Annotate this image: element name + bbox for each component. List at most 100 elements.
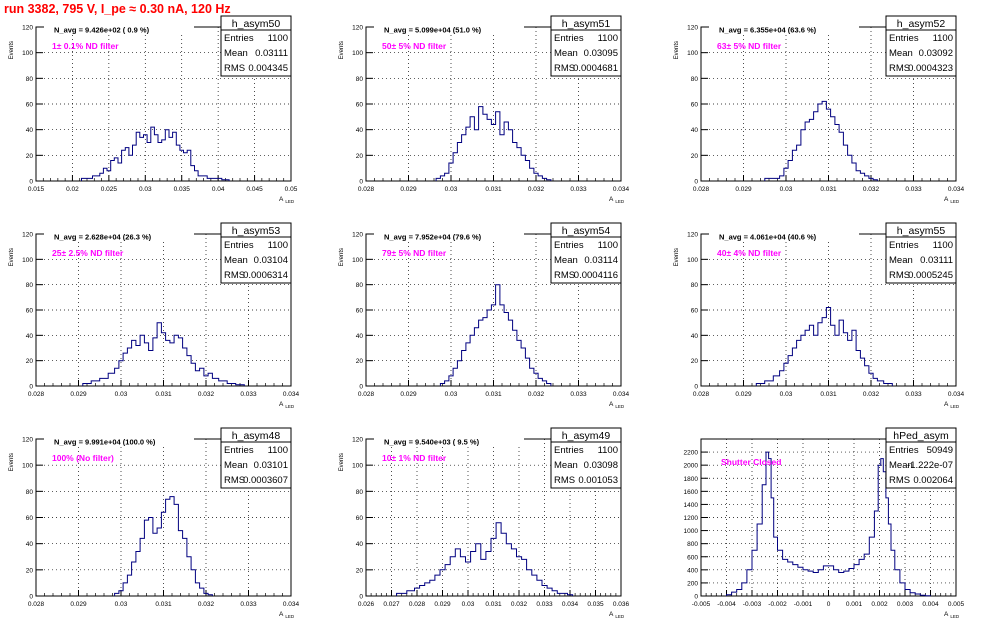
n-avg-label: N_avg = 4.061e+04 (40.6 %) xyxy=(719,233,817,242)
y-tick-label: 120 xyxy=(352,232,363,239)
histogram-name: h_asym48 xyxy=(232,430,281,442)
stats-label: Entries xyxy=(889,240,919,251)
stats-value: 1100 xyxy=(268,445,288,456)
x-axis-label: A LED xyxy=(944,401,960,409)
x-tick-label: 0.029 xyxy=(400,186,417,193)
stats-label: RMS xyxy=(554,270,575,281)
y-tick-label: 120 xyxy=(687,232,698,239)
x-tick-label: 0.029 xyxy=(735,391,752,398)
stats-box xyxy=(885,441,957,489)
x-tick-label: 0.034 xyxy=(613,186,630,193)
x-tick-label: 0.029 xyxy=(70,391,87,398)
y-tick-label: 20 xyxy=(691,153,699,160)
stats-value: 0.0004116 xyxy=(574,270,618,281)
histogram-panel-h_asym49: 0.026 0.027 0.028 0.029 0.03 0.031 0.032 0.033 0… xyxy=(339,427,630,619)
stats-label: RMS xyxy=(224,475,245,486)
stats-value: 0.03111 xyxy=(920,255,953,266)
n-avg-box xyxy=(44,231,194,242)
x-tick-label: 0.028 xyxy=(28,391,45,398)
filter-label: 100% (No filter) xyxy=(52,453,114,463)
n-avg-label: N_avg = 9.426e+02 ( 0.9 %) xyxy=(54,26,150,35)
stats-label: Entries xyxy=(889,445,919,456)
n-avg-box xyxy=(44,24,194,35)
stats-label: RMS xyxy=(889,475,910,486)
y-tick-label: 2000 xyxy=(684,463,699,470)
x-tick-label: 0.033 xyxy=(536,601,553,608)
x-tick-label: 0.02 xyxy=(66,186,79,193)
y-tick-label: 0 xyxy=(359,179,363,186)
x-tick-label: 0.032 xyxy=(863,186,880,193)
histogram-series xyxy=(114,496,213,596)
stats-value: 0.03092 xyxy=(919,48,953,59)
y-tick-label: 20 xyxy=(356,358,364,365)
x-tick-label: 0.034 xyxy=(613,391,630,398)
histogram-panel-h_asym52: 0.028 0.029 0.03 0.031 0.032 0.033 0.034 0 20 40 6… xyxy=(674,15,965,204)
histogram-series xyxy=(755,307,893,386)
stats-label: Mean xyxy=(554,48,578,59)
x-tick-label: 0.034 xyxy=(283,391,300,398)
x-tick-label: 0.034 xyxy=(948,186,965,193)
x-tick-label: -0.003 xyxy=(743,601,762,608)
stats-value: -1.222e-07 xyxy=(907,460,953,471)
x-tick-label: 0.026 xyxy=(358,601,375,608)
x-tick-label: 0.031 xyxy=(485,186,502,193)
stats-label: RMS xyxy=(889,63,910,74)
y-tick-label: 120 xyxy=(22,25,33,32)
x-tick-label: 0.032 xyxy=(198,391,215,398)
stats-label: Entries xyxy=(224,33,254,44)
x-tick-label: 0.033 xyxy=(905,186,922,193)
stats-box xyxy=(220,441,292,489)
y-axis-label: Events xyxy=(339,453,345,471)
y-tick-label: 80 xyxy=(691,282,699,289)
x-tick-label: 0.001 xyxy=(846,601,863,608)
y-tick-label: 20 xyxy=(26,153,34,160)
histogram-panel-h_asym48: 0.028 0.029 0.03 0.031 0.032 0.033 0.034 0 20 40 6… xyxy=(9,427,300,619)
histogram-panel-h_asym50: 0.015 0.02 0.025 0.03 0.035 0.04 0.045 0.05 0 20 4… xyxy=(9,15,298,204)
x-tick-label: 0.034 xyxy=(283,601,300,608)
x-tick-label: -0.004 xyxy=(717,601,736,608)
x-tick-label: 0.032 xyxy=(863,391,880,398)
stats-value: 1100 xyxy=(268,240,288,251)
stats-label: Entries xyxy=(224,445,254,456)
y-tick-label: 40 xyxy=(691,127,699,134)
x-tick-label: -0.001 xyxy=(794,601,813,608)
stats-label: Entries xyxy=(554,445,584,456)
n-avg-label: N_avg = 9.991e+04 (100.0 %) xyxy=(54,438,156,447)
x-axis-label: A LED xyxy=(944,196,960,204)
stats-label: Entries xyxy=(889,33,919,44)
x-axis-label: A LED xyxy=(279,611,295,619)
y-tick-label: 80 xyxy=(26,282,34,289)
y-tick-label: 2200 xyxy=(684,450,699,457)
x-tick-label: 0.036 xyxy=(613,601,630,608)
n-avg-box xyxy=(709,24,859,35)
x-tick-label: 0.031 xyxy=(485,391,502,398)
stats-label: RMS xyxy=(554,63,575,74)
y-tick-label: 0 xyxy=(359,384,363,391)
x-axis-label: A LED xyxy=(944,611,960,619)
n-avg-box xyxy=(44,436,194,447)
stats-label: RMS xyxy=(554,475,575,486)
x-tick-label: 0.028 xyxy=(693,186,710,193)
stats-value: 0.03101 xyxy=(254,460,288,471)
y-tick-label: 0 xyxy=(29,384,33,391)
x-tick-label: 0.029 xyxy=(400,391,417,398)
y-tick-label: 0 xyxy=(29,179,33,186)
x-tick-label: 0.032 xyxy=(198,601,215,608)
y-tick-label: 1200 xyxy=(684,515,699,522)
x-tick-label: 0.03 xyxy=(780,186,793,193)
y-tick-label: 0 xyxy=(694,179,698,186)
y-tick-label: 20 xyxy=(26,358,34,365)
filter-label: 1± 0.1% ND filter xyxy=(52,41,119,51)
stats-value: 0.0003607 xyxy=(243,475,288,486)
filter-label: 25± 2.5% ND filter xyxy=(52,248,124,258)
histogram-panel-h_asym54: 0.028 0.029 0.03 0.031 0.032 0.033 0.034 0 20 40 6… xyxy=(339,222,630,409)
x-tick-label: 0.033 xyxy=(570,186,587,193)
stats-box xyxy=(220,29,292,77)
y-tick-label: 120 xyxy=(687,25,698,32)
y-tick-label: 20 xyxy=(356,567,364,574)
histogram-panel-h_asym53: 0.028 0.029 0.03 0.031 0.032 0.033 0.034 0 20 40 6… xyxy=(9,222,300,409)
y-axis-label: Events xyxy=(674,248,680,266)
x-tick-label: 0.015 xyxy=(28,186,45,193)
y-axis-label: Events xyxy=(674,41,680,59)
